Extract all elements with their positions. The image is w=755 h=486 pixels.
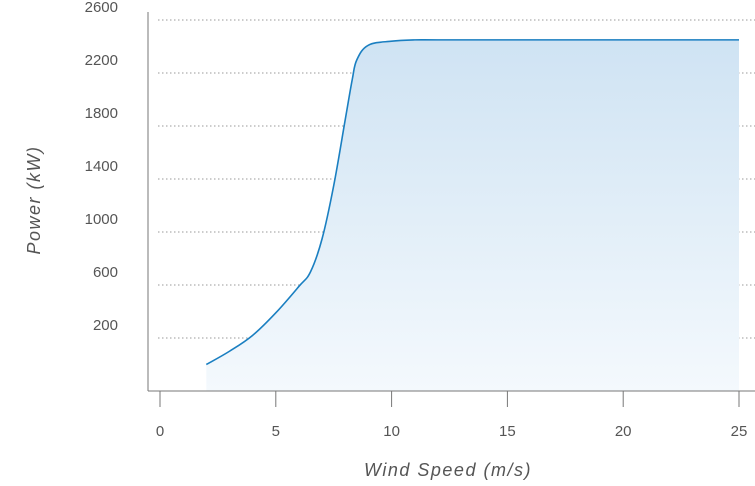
- area-fill: [206, 39, 739, 391]
- y-tick-label: 1400: [85, 158, 118, 175]
- y-tick-label: 1000: [85, 211, 118, 228]
- y-axis-title: Power (kW): [24, 146, 44, 255]
- x-tick-label: 5: [272, 423, 280, 440]
- x-axis-title: Wind Speed (m/s): [364, 460, 532, 480]
- series-line: [205, 38, 739, 366]
- x-tick-label: 20: [615, 423, 632, 440]
- series-line-group: [205, 38, 739, 366]
- x-tick-label: 25: [731, 423, 748, 440]
- y-tick-label: 2600: [85, 0, 118, 16]
- y-tick-label: 200: [93, 317, 118, 334]
- x-tick-label: 10: [383, 423, 400, 440]
- y-tick-label: 2200: [85, 52, 118, 69]
- axes: [147, 12, 755, 407]
- x-tick-label: 0: [156, 423, 164, 440]
- y-tick-label: 1800: [85, 105, 118, 122]
- area-fill-path: [206, 39, 739, 391]
- x-tick-label: 15: [499, 423, 516, 440]
- y-tick-label: 600: [93, 264, 118, 281]
- tick-labels: 0 5 10 15 20 25 200 600 1000 1400 1800 2200 2600: [85, 0, 748, 440]
